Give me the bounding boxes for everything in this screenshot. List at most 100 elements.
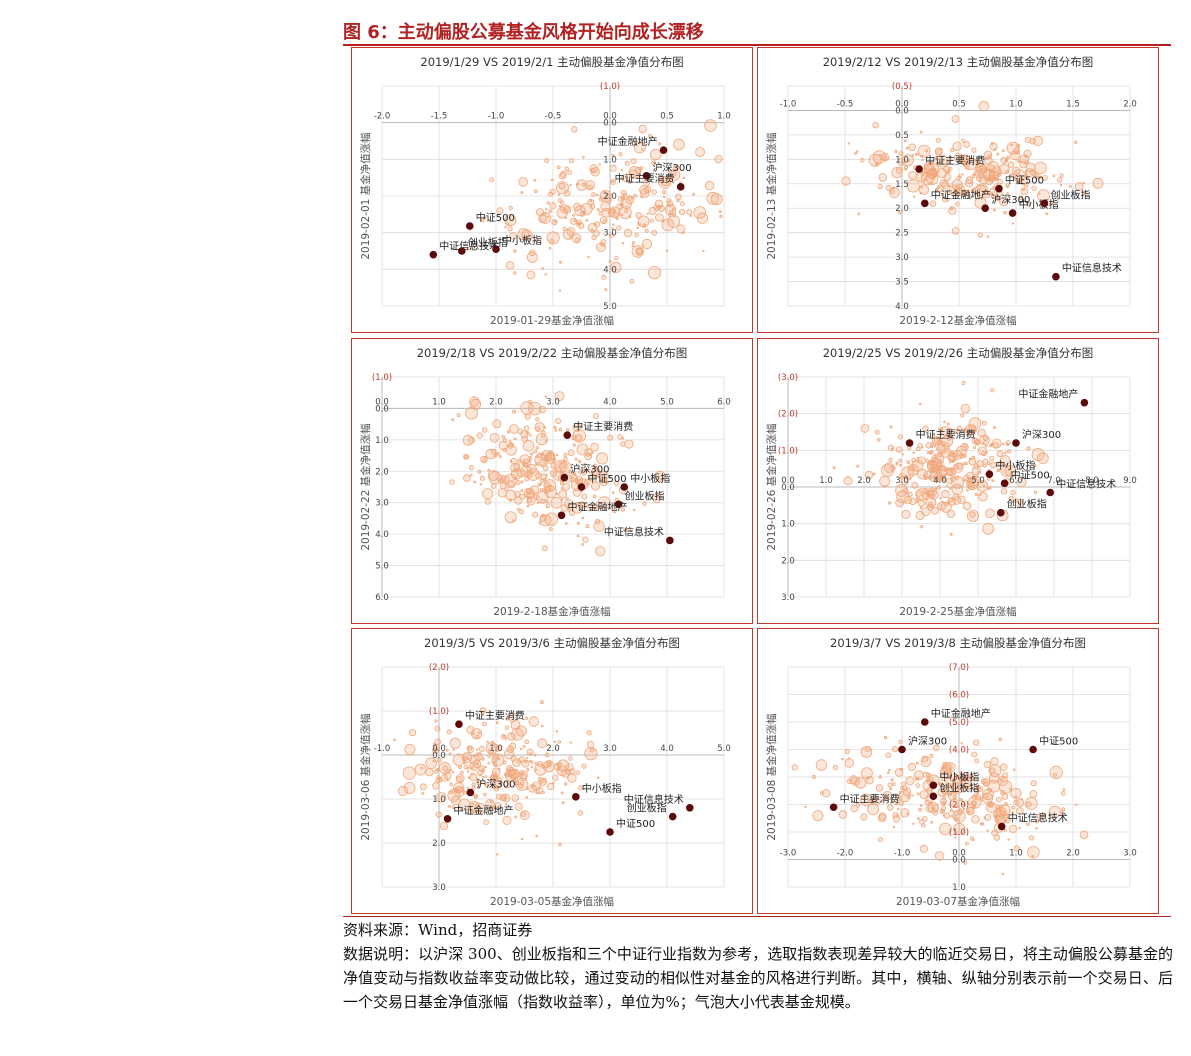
fund-bubble	[548, 527, 553, 531]
index-point-label: 沪深300	[476, 777, 515, 790]
fund-bubble	[474, 794, 478, 798]
fund-bubble	[917, 144, 931, 158]
fund-bubble	[963, 443, 968, 449]
fund-bubble	[924, 458, 929, 463]
fund-bubble	[1020, 187, 1029, 196]
fund-bubble	[977, 183, 981, 187]
fund-bubble	[544, 208, 548, 211]
x-tick-label: 0.5	[952, 99, 966, 109]
fund-bubble	[1000, 465, 1013, 477]
y-axis-title: 2019-03-08 基金净值涨幅	[765, 713, 778, 840]
fund-bubble	[907, 762, 916, 772]
fund-bubble	[951, 115, 960, 123]
fund-bubble	[960, 742, 963, 745]
scatter-chart: 2019/3/5 VS 2019/3/6 主动偏股基金净值分布图 -1.0 0.0 1…	[359, 636, 731, 908]
index-point-label: 创业板指	[625, 489, 665, 502]
index-point	[620, 483, 629, 491]
fund-bubble	[975, 163, 987, 175]
fund-bubble	[571, 126, 578, 133]
fund-bubble	[1059, 183, 1063, 187]
index-point	[981, 204, 990, 213]
fund-bubble	[983, 816, 987, 819]
fund-bubble	[1062, 788, 1066, 791]
fund-bubble	[972, 838, 975, 842]
fund-bubble	[940, 783, 944, 787]
y-tick-label: (3.0)	[778, 373, 798, 383]
index-point	[642, 172, 651, 180]
fund-bubble	[533, 753, 537, 757]
index-point-label: 中小板指	[630, 472, 670, 485]
fund-bubble	[960, 779, 963, 783]
fund-bubble	[944, 777, 956, 788]
y-tick-label: 1.0	[603, 155, 617, 165]
fund-bubble	[900, 476, 903, 480]
y-tick-label: 3.0	[375, 499, 389, 509]
fund-bubble	[1013, 175, 1016, 179]
index-point-label: 中证金融地产	[931, 188, 991, 201]
fund-bubble	[916, 153, 919, 156]
fund-bubble	[489, 433, 500, 443]
fund-bubble	[585, 218, 589, 222]
fund-bubble	[583, 462, 587, 466]
fund-bubble	[1074, 182, 1084, 191]
fund-bubble	[513, 271, 517, 275]
fund-bubble	[966, 772, 969, 776]
fund-bubble	[590, 228, 594, 232]
fund-bubble	[1031, 854, 1035, 858]
fund-bubble	[983, 760, 992, 769]
fund-bubble	[963, 804, 966, 807]
fund-bubble	[421, 791, 425, 795]
fund-bubble	[918, 402, 922, 406]
fund-bubble	[898, 434, 904, 440]
fund-bubble	[535, 239, 539, 243]
chart-panel-6: 2019/3/7 VS 2019/3/8 主动偏股基金净值分布图 -3.0 -2.0…	[757, 628, 1159, 914]
fund-bubble	[1000, 156, 1008, 164]
x-tick-label: -0.5	[545, 112, 562, 122]
index-point	[997, 508, 1005, 517]
fund-bubble	[963, 141, 971, 148]
fund-bubble	[544, 395, 548, 398]
fund-bubble	[553, 425, 557, 429]
fund-bubble	[978, 100, 990, 112]
fund-bubble	[929, 200, 937, 208]
index-point-label: 创业板指	[468, 236, 508, 249]
fund-bubble	[1049, 765, 1063, 780]
fund-bubble	[437, 777, 443, 783]
fund-bubble	[596, 208, 600, 212]
index-point	[686, 804, 694, 812]
fund-bubble	[539, 488, 544, 492]
fund-bubble	[1014, 795, 1018, 799]
fund-bubble	[911, 481, 919, 489]
fund-bubble	[479, 483, 483, 486]
fund-bubble	[504, 511, 517, 524]
fund-bubble	[1010, 173, 1013, 176]
fund-bubble	[560, 204, 570, 214]
fund-bubble	[916, 456, 920, 460]
fund-bubble	[972, 446, 976, 450]
fund-bubble	[951, 483, 964, 496]
fund-bubble	[455, 788, 459, 792]
y-tick-label: 2.0	[895, 204, 909, 214]
fund-bubble	[535, 433, 548, 446]
fund-bubble	[525, 716, 529, 720]
y-tick-label: 2.0	[781, 556, 795, 566]
fund-bubble	[942, 814, 945, 817]
fund-bubble	[1033, 464, 1037, 468]
fund-bubble	[452, 748, 455, 752]
x-tick-label: 0.0	[432, 744, 446, 754]
fund-bubble	[612, 509, 617, 514]
fund-bubble	[885, 752, 891, 759]
fund-bubble	[508, 205, 513, 211]
fund-bubble	[595, 545, 606, 557]
fund-bubble	[514, 815, 518, 819]
fund-bubble	[919, 844, 928, 853]
fund-bubble	[997, 179, 1003, 185]
fund-bubble	[892, 815, 901, 823]
fund-bubble	[875, 161, 879, 165]
fund-bubble	[630, 196, 634, 200]
fund-bubble	[689, 214, 693, 217]
fund-bubble	[520, 480, 524, 484]
index-point-label: 中证主要消费	[465, 709, 525, 722]
fund-bubble	[1011, 805, 1016, 810]
fund-bubble	[984, 167, 988, 172]
